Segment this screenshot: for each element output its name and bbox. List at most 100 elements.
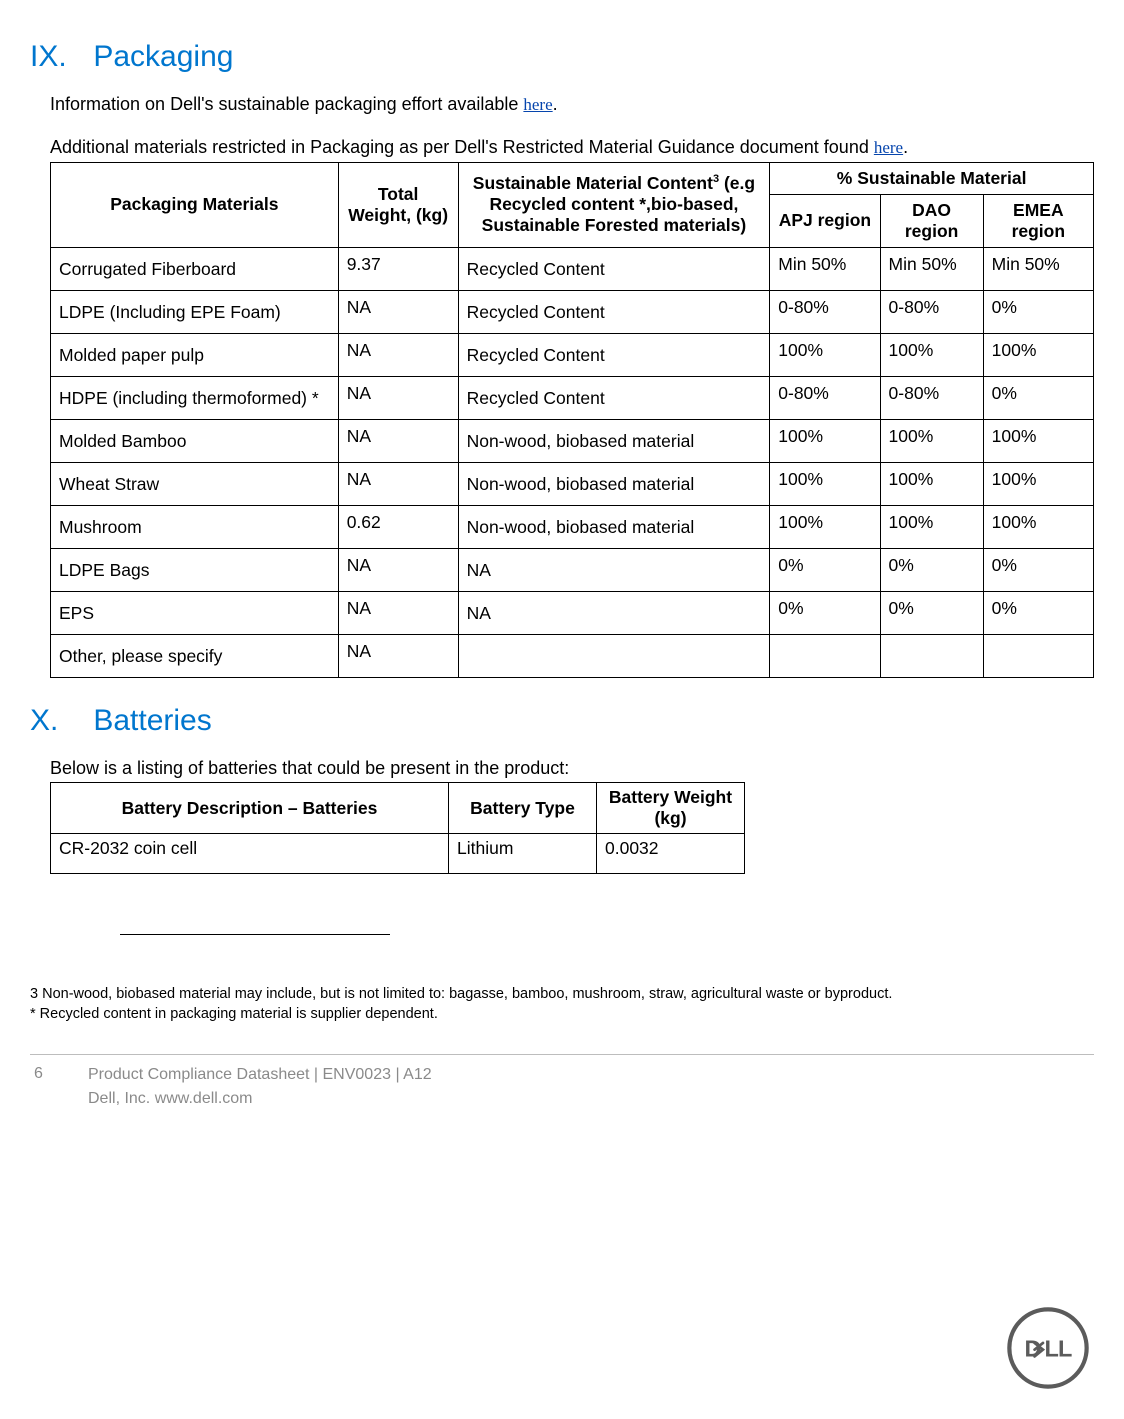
table-cell: Min 50% — [770, 247, 880, 290]
table-cell: Min 50% — [983, 247, 1093, 290]
table-cell: 0-80% — [880, 376, 983, 419]
packaging-table: Packaging Materials Total Weight, (kg) S… — [50, 162, 1094, 678]
table-cell: 0.62 — [338, 505, 458, 548]
packaging-link-1[interactable]: here — [523, 95, 552, 114]
section-x-title: Batteries — [93, 704, 211, 737]
table-row: EPSNANA0%0%0% — [51, 591, 1094, 634]
table-cell: 0% — [983, 290, 1093, 333]
footer-text: Product Compliance Datasheet | ENV0023 |… — [88, 1063, 432, 1111]
table-cell: Corrugated Fiberboard — [51, 247, 339, 290]
table-cell: NA — [458, 591, 770, 634]
pkg-head-weight: Total Weight, (kg) — [338, 162, 458, 247]
table-cell: CR-2032 coin cell — [51, 834, 449, 874]
table-cell: 0% — [983, 376, 1093, 419]
table-row: Mushroom0.62Non-wood, biobased material1… — [51, 505, 1094, 548]
table-cell: 100% — [880, 462, 983, 505]
table-row: Molded paper pulpNARecycled Content100%1… — [51, 333, 1094, 376]
table-cell: NA — [338, 333, 458, 376]
dell-logo-icon: D LL — [1006, 1306, 1090, 1395]
section-ix-number: IX. — [30, 40, 85, 74]
table-cell: Other, please specify — [51, 634, 339, 677]
table-cell: 100% — [983, 419, 1093, 462]
section-x-number: X. — [30, 704, 85, 738]
table-cell: 100% — [880, 505, 983, 548]
bat-head-type: Battery Type — [449, 783, 597, 834]
batteries-intro: Below is a listing of batteries that cou… — [50, 756, 1094, 780]
table-cell: 100% — [770, 419, 880, 462]
table-cell: 0% — [880, 591, 983, 634]
batteries-table: Battery Description – Batteries Battery … — [50, 782, 745, 874]
footnote-asterisk: * Recycled content in packaging material… — [30, 1005, 1094, 1025]
table-cell: 0% — [770, 548, 880, 591]
pkg-head-dao: DAO region — [880, 194, 983, 247]
table-cell: 0% — [983, 548, 1093, 591]
table-cell: Wheat Straw — [51, 462, 339, 505]
table-cell: 0% — [880, 548, 983, 591]
table-row: Wheat StrawNANon-wood, biobased material… — [51, 462, 1094, 505]
bat-head-weight: Battery Weight (kg) — [597, 783, 745, 834]
table-cell: 100% — [770, 462, 880, 505]
table-cell: HDPE (including thermoformed) * — [51, 376, 339, 419]
table-cell: 9.37 — [338, 247, 458, 290]
table-cell: Recycled Content — [458, 376, 770, 419]
table-cell: Recycled Content — [458, 290, 770, 333]
table-cell: NA — [338, 548, 458, 591]
table-cell: 0-80% — [770, 290, 880, 333]
pkg-head-emea: EMEA region — [983, 194, 1093, 247]
table-cell: 100% — [880, 419, 983, 462]
bat-head-desc: Battery Description – Batteries — [51, 783, 449, 834]
table-cell: NA — [338, 462, 458, 505]
table-cell: 100% — [983, 462, 1093, 505]
table-cell: 0% — [983, 591, 1093, 634]
table-cell: 0-80% — [880, 290, 983, 333]
table-cell: 100% — [880, 333, 983, 376]
table-row: Other, please specifyNA — [51, 634, 1094, 677]
table-row: HDPE (including thermoformed) *NARecycle… — [51, 376, 1094, 419]
pkg-head-pct-sust: % Sustainable Material — [770, 162, 1094, 194]
footnotes: 3 Non-wood, biobased material may includ… — [30, 985, 1094, 1024]
footnote-rule — [120, 934, 390, 935]
table-cell: NA — [338, 591, 458, 634]
packaging-link-2[interactable]: here — [874, 138, 903, 157]
table-cell — [983, 634, 1093, 677]
table-cell: 0% — [770, 591, 880, 634]
table-cell: Recycled Content — [458, 333, 770, 376]
table-row: CR-2032 coin cellLithium0.0032 — [51, 834, 745, 874]
table-cell: 100% — [983, 333, 1093, 376]
table-cell: Non-wood, biobased material — [458, 505, 770, 548]
table-cell — [458, 634, 770, 677]
packaging-intro-1: Information on Dell's sustainable packag… — [50, 92, 1094, 117]
table-cell: Non-wood, biobased material — [458, 419, 770, 462]
table-row: LDPE (Including EPE Foam)NARecycled Cont… — [51, 290, 1094, 333]
table-cell: NA — [338, 419, 458, 462]
table-row: Molded BambooNANon-wood, biobased materi… — [51, 419, 1094, 462]
table-cell: Min 50% — [880, 247, 983, 290]
table-cell: 100% — [770, 505, 880, 548]
footer-rule — [30, 1054, 1094, 1055]
pkg-head-materials: Packaging Materials — [51, 162, 339, 247]
table-cell: LDPE (Including EPE Foam) — [51, 290, 339, 333]
table-cell: 0.0032 — [597, 834, 745, 874]
page-footer: 6 Product Compliance Datasheet | ENV0023… — [30, 1063, 1094, 1111]
table-cell: 100% — [770, 333, 880, 376]
section-ix-title: Packaging — [93, 40, 233, 73]
footnote-3: 3 Non-wood, biobased material may includ… — [30, 985, 1094, 1005]
table-row: Corrugated Fiberboard9.37Recycled Conten… — [51, 247, 1094, 290]
table-cell: NA — [458, 548, 770, 591]
table-cell: Molded Bamboo — [51, 419, 339, 462]
table-cell: NA — [338, 290, 458, 333]
table-cell: 100% — [983, 505, 1093, 548]
section-ix-heading: IX. Packaging — [30, 40, 1094, 74]
table-cell: Lithium — [449, 834, 597, 874]
table-cell: NA — [338, 376, 458, 419]
pkg-head-apj: APJ region — [770, 194, 880, 247]
table-cell: 0-80% — [770, 376, 880, 419]
packaging-intro-2: Additional materials restricted in Packa… — [50, 135, 1094, 160]
svg-text:D LL: D LL — [1024, 1335, 1072, 1361]
table-row: LDPE BagsNANA0%0%0% — [51, 548, 1094, 591]
section-x-heading: X. Batteries — [30, 704, 1094, 738]
table-cell: Non-wood, biobased material — [458, 462, 770, 505]
pkg-head-sust-content: Sustainable Material Content3 (e.g Recyc… — [458, 162, 770, 247]
table-cell: NA — [338, 634, 458, 677]
table-cell: LDPE Bags — [51, 548, 339, 591]
